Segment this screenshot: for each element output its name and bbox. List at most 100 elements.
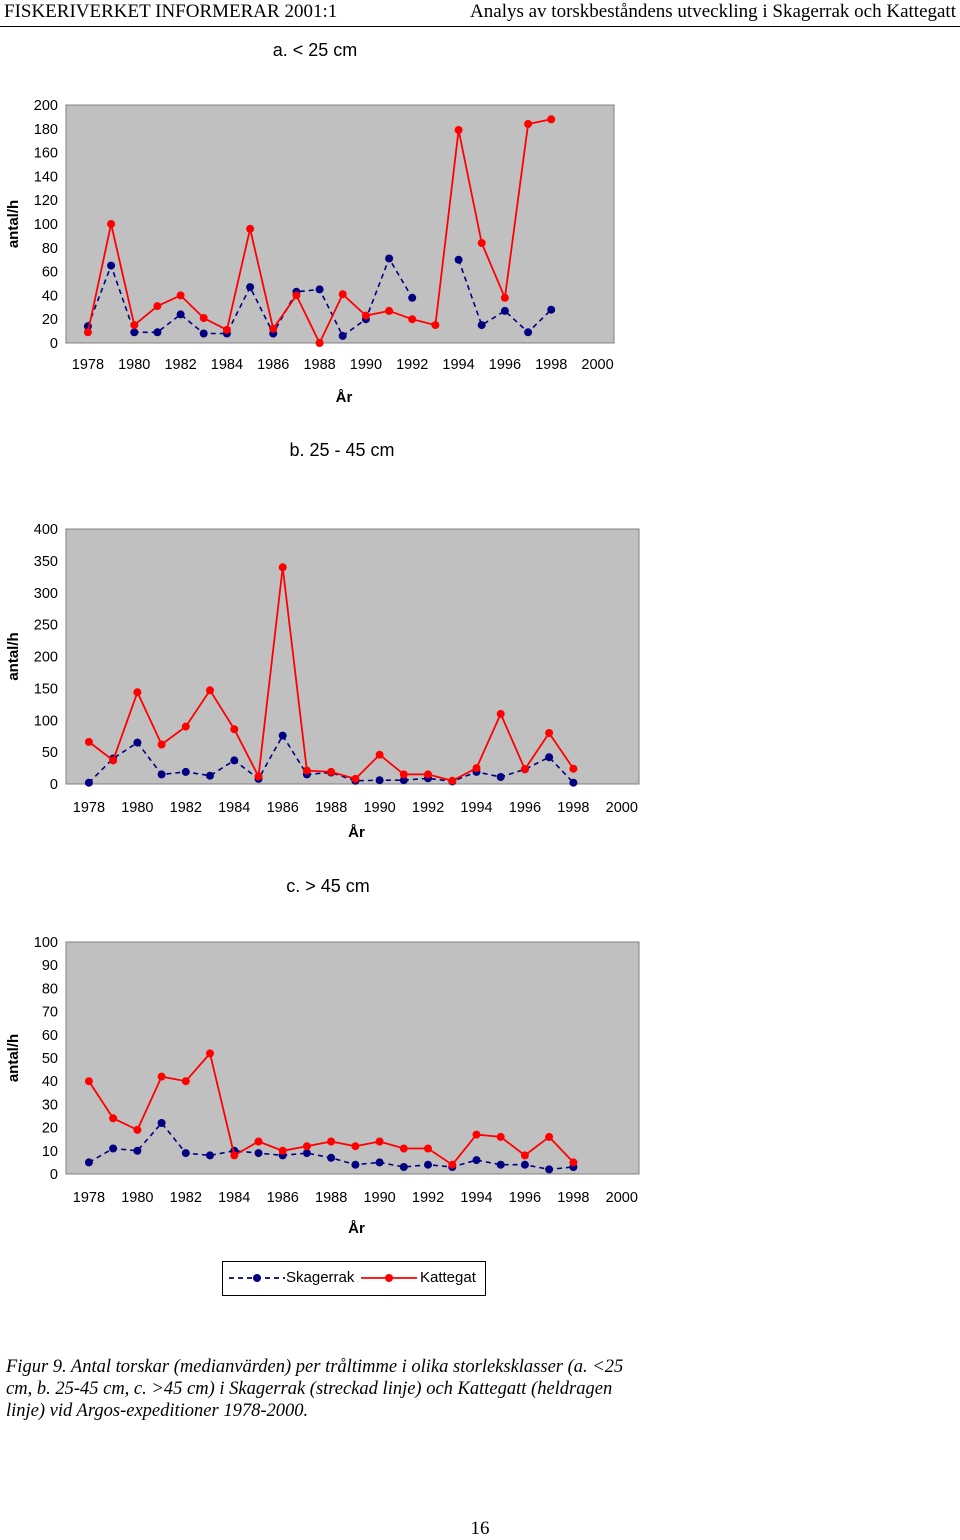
data-point <box>157 740 166 749</box>
x-tick-label: 1998 <box>535 357 567 373</box>
y-axis-label: antal/h <box>5 200 22 248</box>
data-point <box>327 1137 336 1146</box>
x-tick-label: 1984 <box>211 357 243 373</box>
data-point <box>133 688 142 697</box>
chart-title: b. 25 - 45 cm <box>289 440 394 460</box>
data-point <box>315 285 324 294</box>
data-point <box>254 772 263 781</box>
y-tick-label: 90 <box>42 958 58 974</box>
data-point <box>84 1158 93 1167</box>
data-point <box>496 1132 505 1141</box>
chart-b: b. 25 - 45 cm 0 50 100 150 200 250 300 350 400 197… <box>5 440 640 841</box>
data-point <box>181 1077 190 1086</box>
series-kattegat <box>83 115 556 347</box>
x-tick-label: 1982 <box>170 800 202 816</box>
data-point <box>153 302 162 311</box>
series-line <box>88 734 574 784</box>
page-number: 16 <box>470 1518 490 1539</box>
data-point <box>230 756 239 765</box>
data-point <box>375 1137 384 1146</box>
x-tick-label: 1986 <box>267 1190 299 1206</box>
data-point <box>315 339 324 347</box>
y-tick-label: 60 <box>42 1028 58 1044</box>
y-tick-label: 100 <box>34 713 58 729</box>
x-tick-label: 1986 <box>267 800 299 816</box>
y-tick-label: 350 <box>34 554 58 570</box>
data-point <box>569 764 578 773</box>
data-point <box>302 1149 311 1158</box>
data-point <box>496 1160 505 1169</box>
data-point <box>109 756 118 765</box>
y-axis-label: antal/h <box>5 1034 22 1082</box>
x-axis-label: År <box>336 389 353 406</box>
data-point <box>327 1153 336 1162</box>
data-point <box>246 224 255 233</box>
data-point <box>375 776 384 785</box>
data-point <box>472 1156 481 1165</box>
x-tick-label: 1980 <box>118 357 150 373</box>
figure-caption: Figur 9. Antal torskar (medianvärden) pe… <box>6 1357 624 1421</box>
x-tick-label: 1992 <box>412 800 444 816</box>
data-point <box>84 737 93 746</box>
data-point <box>375 1158 384 1167</box>
x-tick-label: 1998 <box>557 800 589 816</box>
data-point <box>424 770 432 779</box>
data-point <box>545 753 554 762</box>
page-header: FISKERIVERKET INFORMERAR 2001:1 Analys a… <box>0 0 960 27</box>
y-tick-label: 400 <box>34 522 58 538</box>
header-left: FISKERIVERKET INFORMERAR 2001:1 <box>4 1 338 22</box>
data-point <box>547 115 556 124</box>
data-point <box>375 750 384 759</box>
data-point <box>230 1151 239 1160</box>
data-point <box>351 1142 360 1151</box>
data-point <box>133 1125 142 1134</box>
data-point <box>424 1160 432 1169</box>
data-point <box>399 1144 408 1153</box>
data-point <box>524 328 533 337</box>
data-point <box>199 314 208 322</box>
data-point <box>254 1149 263 1158</box>
data-point <box>130 321 139 330</box>
series-kattegat <box>84 563 578 785</box>
y-tick-label: 50 <box>42 745 58 761</box>
x-tick-label: 1990 <box>363 800 395 816</box>
y-tick-label: 100 <box>34 935 58 951</box>
data-point <box>278 1146 287 1155</box>
x-tick-label: 1978 <box>72 357 104 373</box>
x-tick-label: 1986 <box>257 357 289 373</box>
data-point <box>181 722 190 731</box>
x-tick-label: 1978 <box>73 800 105 816</box>
data-point <box>351 1160 360 1169</box>
data-point <box>107 220 116 228</box>
data-point <box>109 1114 118 1123</box>
data-point <box>84 778 93 787</box>
y-tick-label: 120 <box>34 193 58 209</box>
y-tick-label: 20 <box>42 1121 58 1137</box>
data-point <box>176 310 185 319</box>
data-point <box>361 311 370 320</box>
x-tick-label: 1992 <box>396 357 428 373</box>
data-point <box>302 766 311 775</box>
x-tick-label: 1978 <box>73 1190 105 1206</box>
data-point <box>206 686 214 695</box>
x-tick-label: 1990 <box>350 357 382 373</box>
data-point <box>524 120 533 128</box>
data-point <box>109 1144 118 1153</box>
data-point <box>157 1072 166 1081</box>
x-tick-label: 1996 <box>509 800 541 816</box>
data-point <box>230 725 239 734</box>
y-tick-label: 200 <box>34 98 58 114</box>
plot-area <box>65 941 640 1175</box>
data-point <box>408 293 417 302</box>
y-tick-label: 40 <box>42 288 58 304</box>
y-tick-label: 80 <box>42 981 58 997</box>
y-tick-label: 20 <box>42 312 58 328</box>
y-tick-label: 300 <box>34 586 58 602</box>
y-tick-label: 60 <box>42 265 58 281</box>
y-tick-label: 180 <box>34 122 58 138</box>
data-point <box>181 767 190 776</box>
data-point <box>254 1137 263 1146</box>
y-tick-label: 100 <box>34 217 58 233</box>
series-line <box>87 256 413 338</box>
data-point <box>385 254 394 263</box>
